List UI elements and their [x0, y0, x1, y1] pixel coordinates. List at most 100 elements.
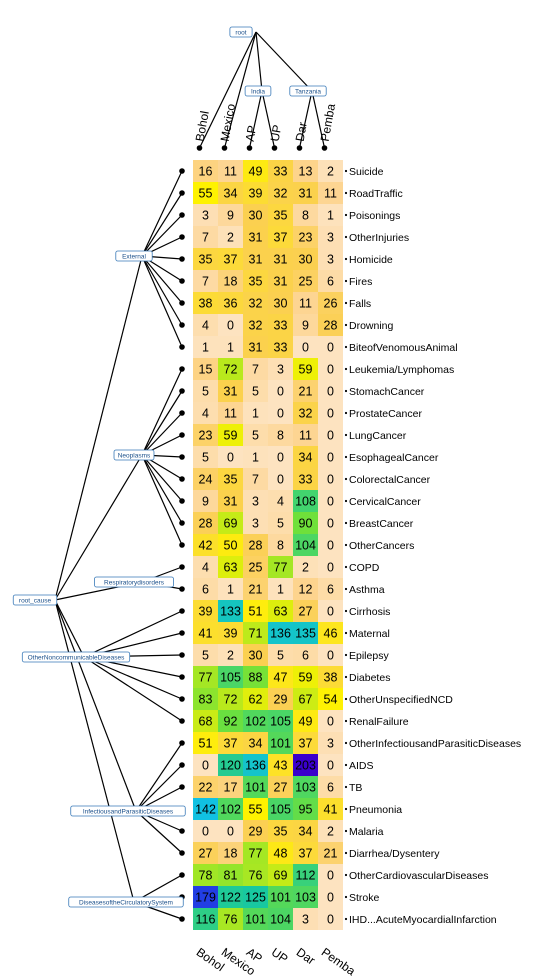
cell-value-tb-pemba: 6 [327, 781, 334, 795]
cell-value-otherinjuries-bohol: 7 [202, 231, 209, 245]
row-label-epilepsy: Epilepsy [349, 650, 389, 662]
row-label-otherinjuries: OtherInjuries [349, 232, 409, 244]
cell-value-roadtraffic-bohol: 55 [199, 187, 213, 201]
cell-value-biteofvenomousanimal-bohol: 1 [202, 341, 209, 355]
row-label-maternal: Maternal [349, 628, 390, 640]
row-tick [345, 280, 347, 282]
col-leaf-dot-pemba [322, 145, 328, 151]
cell-value-stomachcancer-dar: 21 [299, 385, 313, 399]
cell-value-diarrhea-dysentery-dar: 37 [299, 847, 313, 861]
col-leaf-dot-up [272, 145, 278, 151]
cell-value-prostatecancer-pemba: 0 [327, 407, 334, 421]
cell-value-diabetes-up: 47 [274, 671, 288, 685]
row-node-respiratorydisorders-label: Respiratorydisorders [104, 579, 165, 586]
row-tree-root-label: root_cause [19, 597, 52, 604]
cell-value-ihd-acutemyocardialinfarction-pemba: 0 [327, 913, 334, 927]
cell-value-breastcancer-bohol: 28 [199, 517, 213, 531]
cell-value-otherunspecifiedncd-dar: 67 [299, 693, 313, 707]
cell-value-aids-bohol: 0 [202, 759, 209, 773]
cell-value-pneumonia-ap: 55 [249, 803, 263, 817]
cell-value-leukemia-lymphomas-ap: 7 [252, 363, 259, 377]
cell-value-fires-dar: 25 [299, 275, 313, 289]
cell-value-diabetes-mexico: 105 [220, 671, 241, 685]
cell-value-stomachcancer-up: 0 [277, 385, 284, 399]
cell-value-prostatecancer-dar: 32 [299, 407, 313, 421]
cell-value-copd-ap: 25 [249, 561, 263, 575]
row-label-diabetes: Diabetes [349, 672, 390, 684]
cell-value-tb-mexico: 17 [224, 781, 238, 795]
row-label-asthma: Asthma [349, 584, 385, 596]
cell-value-malaria-dar: 34 [299, 825, 313, 839]
cell-value-breastcancer-dar: 90 [299, 517, 313, 531]
col-label-top-dar: Dar [293, 121, 310, 142]
cell-value-maternal-ap: 71 [249, 627, 263, 641]
row-leaf-dot-malaria [179, 828, 185, 834]
row-label-prostatecancer: ProstateCancer [349, 408, 422, 420]
cell-value-stomachcancer-pemba: 0 [327, 385, 334, 399]
cell-value-drowning-dar: 9 [302, 319, 309, 333]
cell-value-esophagealcancer-dar: 34 [299, 451, 313, 465]
cell-value-renalfailure-pemba: 0 [327, 715, 334, 729]
row-tick [345, 368, 347, 370]
cell-value-otherinfectiousandparasiticdiseases-ap: 34 [249, 737, 263, 751]
cell-value-pneumonia-pemba: 41 [324, 803, 338, 817]
row-tick [345, 720, 347, 722]
cell-value-suicide-pemba: 2 [327, 165, 334, 179]
cell-value-leukemia-lymphomas-bohol: 15 [199, 363, 213, 377]
cell-value-suicide-ap: 49 [249, 165, 263, 179]
cell-value-prostatecancer-up: 0 [277, 407, 284, 421]
cell-value-asthma-ap: 21 [249, 583, 263, 597]
row-edge-biteofvenomousanimal [142, 256, 182, 347]
row-edge-external [55, 256, 142, 600]
cell-value-ihd-acutemyocardialinfarction-mexico: 76 [224, 913, 238, 927]
row-leaf-dot-poisonings [179, 212, 185, 218]
row-label-drowning: Drowning [349, 320, 394, 332]
cell-value-asthma-pemba: 6 [327, 583, 334, 597]
row-leaf-dot-maternal [179, 630, 185, 636]
cell-value-biteofvenomousanimal-pemba: 0 [327, 341, 334, 355]
cell-value-stroke-bohol: 179 [195, 891, 216, 905]
cell-value-esophagealcancer-bohol: 5 [202, 451, 209, 465]
cell-value-renalfailure-dar: 49 [299, 715, 313, 729]
cell-value-diabetes-pemba: 38 [324, 671, 338, 685]
cell-value-otherinjuries-ap: 31 [249, 231, 263, 245]
col-node-tanzania-label: Tanzania [295, 88, 321, 95]
row-label-stomachcancer: StomachCancer [349, 386, 425, 398]
cell-value-roadtraffic-up: 32 [274, 187, 288, 201]
row-label-copd: COPD [349, 562, 380, 574]
row-edge-drowning [142, 256, 182, 325]
cell-value-renalfailure-up: 105 [270, 715, 291, 729]
cell-value-othercardiovasculardiseases-mexico: 81 [224, 869, 238, 883]
row-label-otherunspecifiedncd: OtherUnspecifiedNCD [349, 694, 453, 706]
cell-value-lungcancer-dar: 11 [299, 429, 312, 443]
cell-value-renalfailure-bohol: 68 [199, 715, 213, 729]
cell-value-maternal-bohol: 41 [199, 627, 213, 641]
cell-value-malaria-bohol: 0 [202, 825, 209, 839]
cell-value-aids-dar: 203 [295, 759, 316, 773]
cell-value-otherunspecifiedncd-mexico: 72 [224, 693, 238, 707]
row-tick [345, 852, 347, 854]
row-tick [345, 874, 347, 876]
cell-value-maternal-pemba: 46 [324, 627, 338, 641]
col-label-bottom-dar: Dar [294, 945, 318, 968]
row-leaf-dot-epilepsy [179, 652, 185, 658]
row-tick [345, 786, 347, 788]
row-tick [345, 742, 347, 744]
row-tick [345, 500, 347, 502]
cell-value-otherunspecifiedncd-ap: 62 [249, 693, 263, 707]
row-leaf-dot-tb [179, 784, 185, 790]
cell-value-stroke-up: 101 [270, 891, 291, 905]
cell-value-homicide-ap: 31 [249, 253, 263, 267]
row-tick [345, 676, 347, 678]
row-leaf-dot-otherinjuries [179, 234, 185, 240]
row-tick [345, 764, 347, 766]
cell-value-leukemia-lymphomas-mexico: 72 [224, 363, 238, 377]
row-tick [345, 412, 347, 414]
cell-value-diarrhea-dysentery-mexico: 18 [224, 847, 238, 861]
row-tick [345, 390, 347, 392]
cell-value-aids-mexico: 120 [220, 759, 241, 773]
col-label-top-mexico: Mexico [218, 102, 238, 142]
cell-value-biteofvenomousanimal-mexico: 1 [227, 341, 234, 355]
cell-value-drowning-bohol: 4 [202, 319, 209, 333]
row-label-othercancers: OtherCancers [349, 540, 414, 552]
